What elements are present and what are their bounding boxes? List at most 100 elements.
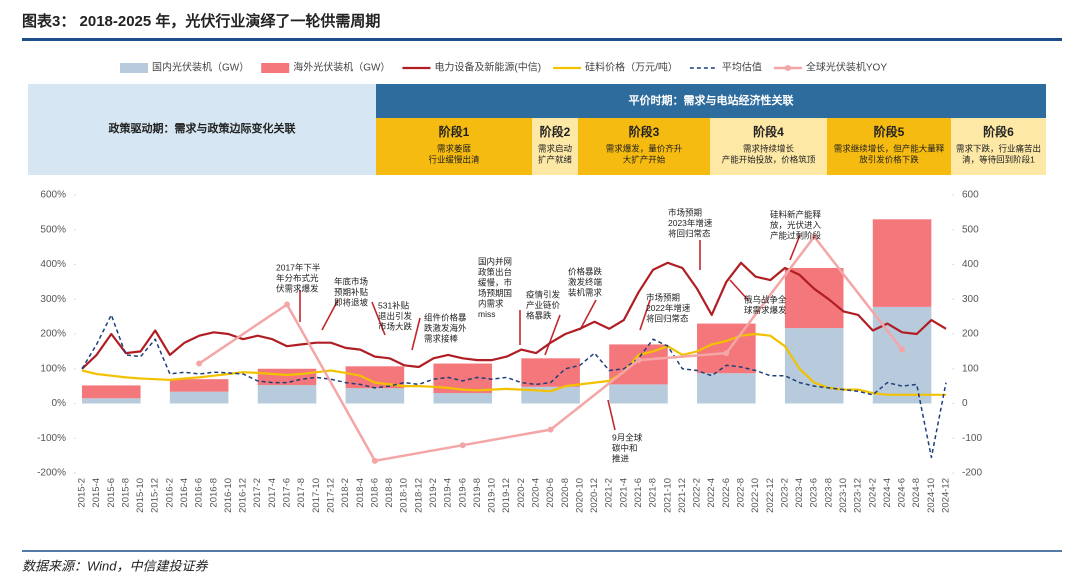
legend-label: 国内光伏装机（GW） [152, 61, 249, 74]
line [81, 332, 946, 396]
stage-name: 阶段6 [983, 124, 1014, 139]
annotation: 硅料新产能释 [770, 209, 822, 219]
bar [257, 385, 317, 404]
stage-desc: 需求持续增长 [743, 143, 795, 153]
arrow [729, 279, 749, 301]
x-tick-label: 2018-2 [340, 478, 351, 508]
annotation: 产业链价 [526, 300, 561, 310]
annotation: 跌激发海外 [424, 323, 467, 333]
annotation: 格暴跌 [526, 310, 552, 320]
y-tick-label: 300% [40, 294, 66, 305]
annotation: 球需求爆发 [744, 305, 787, 315]
x-tick-label: 2018-10 [399, 478, 410, 513]
x-tick-label: 2018-8 [384, 478, 395, 508]
arrow [371, 301, 386, 336]
x-tick-label: 2024-4 [882, 478, 893, 508]
annotation: 组件价格暴 [424, 312, 467, 322]
annotation: 将回归常态 [668, 228, 711, 238]
annotation: 需求接棒 [424, 333, 459, 343]
annotation: 放，光伏进入 [770, 220, 822, 230]
arrow [411, 317, 421, 351]
x-tick-label: 2021-10 [662, 478, 673, 513]
x-tick-label: 2020-10 [574, 478, 585, 513]
legend-swatch [120, 63, 148, 73]
x-tick-label: 2023-6 [809, 478, 820, 508]
parity-band [376, 84, 1046, 118]
stage-name: 阶段4 [753, 124, 784, 139]
x-tick-label: 2022-10 [750, 478, 761, 513]
x-tick-label: 2023-8 [823, 478, 834, 508]
bar [257, 368, 317, 386]
x-tick-label: 2016-12 [238, 478, 249, 513]
y2-tick-label: 500 [962, 224, 979, 235]
x-tick-label: 2018-6 [369, 478, 380, 508]
legend-label: 平均估值 [722, 61, 762, 74]
annotation: 市场预期 [668, 207, 702, 217]
x-tick-label: 2023-4 [794, 478, 805, 508]
x-tick-label: 2016-10 [223, 478, 234, 513]
annotation: 疫情引发 [526, 289, 561, 299]
arrow [639, 299, 651, 331]
y-tick-label: 500% [40, 224, 66, 235]
x-tick-label: 2020-4 [530, 478, 541, 508]
arrow [321, 299, 339, 331]
annotation: 装机需求 [568, 287, 603, 297]
x-tick-label: 2015-6 [106, 478, 117, 508]
arrow [544, 314, 561, 356]
stage-box [827, 118, 951, 175]
x-tick-label: 2020-12 [589, 478, 600, 513]
stage-desc: 放引发价格下跌 [859, 154, 919, 164]
bar [169, 379, 229, 392]
parity-band-label: 平价时期：需求与电站经济性关联 [629, 93, 794, 107]
x-tick-label: 2020-2 [516, 478, 527, 508]
y-tick-label: -200% [37, 468, 66, 479]
bar [872, 219, 932, 307]
stage-box [532, 118, 578, 175]
y-tick-label: 100% [40, 363, 66, 374]
x-tick-label: 2018-12 [413, 478, 424, 513]
marker [723, 350, 730, 357]
legend-label: 全球光伏装机YOY [806, 61, 887, 74]
annotation: 退出引发 [378, 311, 413, 321]
legend-marker [784, 65, 791, 71]
legend-swatch [261, 63, 290, 73]
x-tick-label: 2015-8 [120, 478, 131, 508]
marker [811, 233, 818, 240]
arrows [299, 234, 801, 431]
annotation: 伏需求爆发 [276, 283, 319, 293]
x-tick-label: 2021-6 [633, 478, 644, 508]
x-tick-label: 2018-4 [355, 478, 366, 508]
x-tick-label: 2024-12 [941, 478, 952, 513]
x-tick-label: 2022-4 [706, 478, 717, 508]
stage-desc: 需求继续增长，但产能大量释 [834, 143, 945, 153]
x-tick-label: 2021-8 [648, 478, 659, 508]
stage-desc: 需求下跌，行业痛苦出 [956, 143, 1041, 153]
bar [345, 388, 405, 404]
stage-name: 阶段3 [629, 124, 660, 139]
x-tick-label: 2019-12 [501, 478, 512, 513]
x-tick-label: 2016-4 [179, 478, 190, 508]
x-tick-label: 2019-4 [443, 478, 454, 508]
stage-desc: 需求萎靡 [437, 143, 472, 153]
annotation: 内需求 [478, 298, 504, 308]
annotation: 531补贴 [378, 300, 410, 310]
x-tick-label: 2019-8 [472, 478, 483, 508]
marker [371, 457, 378, 464]
annotation: 预期补贴 [334, 287, 369, 297]
x-tick-label: 2017-8 [296, 478, 307, 508]
x-tick-label: 2017-2 [252, 478, 263, 508]
stage-box [710, 118, 827, 175]
bar [609, 344, 668, 385]
annotation: 市场预期 [646, 292, 680, 302]
annotation: 2023年增速 [668, 218, 713, 228]
marker [284, 301, 291, 308]
annotation: 俄乌战争全 [744, 294, 787, 304]
source: 数据来源：Wind，中信建投证券 [22, 558, 209, 573]
annotation: 年分布式光 [276, 273, 319, 283]
x-tick-label: 2017-6 [282, 478, 293, 508]
line [81, 314, 947, 459]
title-rule [22, 38, 1062, 41]
y-tick-label: 200% [40, 329, 66, 340]
y2-tick-label: 400 [962, 259, 979, 270]
